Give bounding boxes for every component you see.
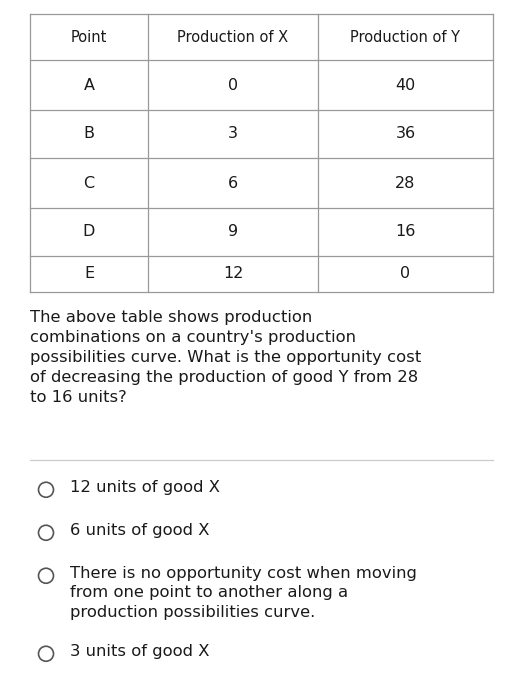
Text: 3 units of good X: 3 units of good X xyxy=(70,644,210,659)
Text: Production of Y: Production of Y xyxy=(350,29,460,45)
Text: of decreasing the production of good Y from 28: of decreasing the production of good Y f… xyxy=(30,370,418,385)
Text: 36: 36 xyxy=(395,127,416,141)
Text: Point: Point xyxy=(71,29,107,45)
Text: 12 units of good X: 12 units of good X xyxy=(70,480,220,495)
Text: 6: 6 xyxy=(228,176,238,190)
Text: combinations on a country's production: combinations on a country's production xyxy=(30,330,356,345)
Text: 9: 9 xyxy=(228,225,238,239)
Text: 3: 3 xyxy=(228,127,238,141)
Text: 6 units of good X: 6 units of good X xyxy=(70,523,210,538)
Text: 12: 12 xyxy=(223,267,243,281)
Text: 40: 40 xyxy=(395,78,416,92)
Text: production possibilities curve.: production possibilities curve. xyxy=(70,605,315,620)
Text: from one point to another along a: from one point to another along a xyxy=(70,585,348,601)
Text: possibilities curve. What is the opportunity cost: possibilities curve. What is the opportu… xyxy=(30,350,421,365)
Text: E: E xyxy=(84,267,94,281)
Text: 16: 16 xyxy=(395,225,416,239)
Text: 0: 0 xyxy=(401,267,411,281)
Text: B: B xyxy=(84,127,95,141)
Text: A: A xyxy=(84,78,95,92)
Text: C: C xyxy=(84,176,95,190)
Text: The above table shows production: The above table shows production xyxy=(30,310,312,325)
Text: There is no opportunity cost when moving: There is no opportunity cost when moving xyxy=(70,566,417,581)
Text: 0: 0 xyxy=(228,78,238,92)
Text: Production of X: Production of X xyxy=(177,29,289,45)
Text: to 16 units?: to 16 units? xyxy=(30,390,127,405)
Text: D: D xyxy=(83,225,95,239)
Text: 28: 28 xyxy=(395,176,416,190)
